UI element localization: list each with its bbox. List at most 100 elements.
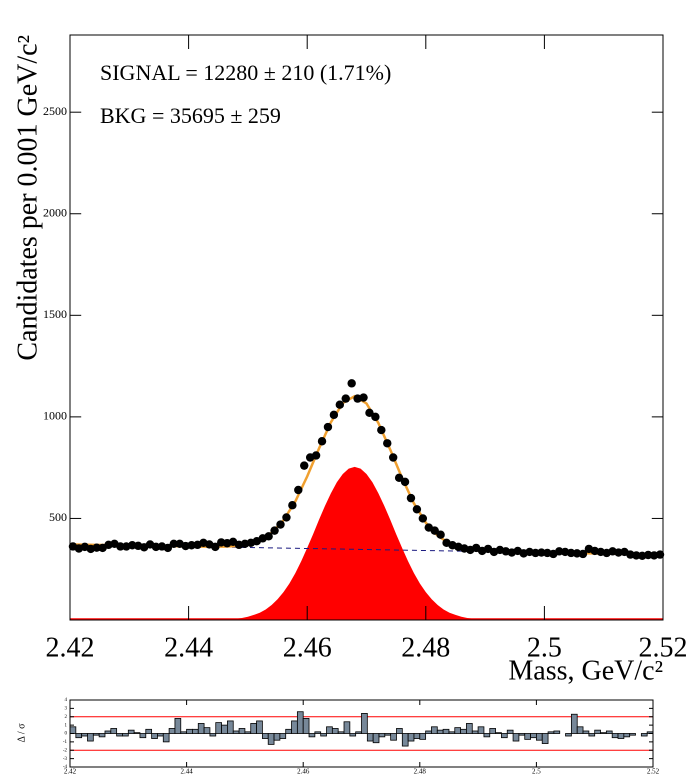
pull-bar [267, 733, 275, 745]
pull-bar [343, 721, 351, 734]
y-tick-label: -1 [63, 740, 68, 745]
pull-bar [495, 732, 502, 734]
y-axis-title: Δ / σ [16, 723, 27, 743]
pull-bar [594, 729, 601, 734]
pull-bar [547, 731, 555, 734]
annotation: SIGNAL = 12280 ± 210 (1.71%) [100, 60, 391, 85]
x-tick-label: 2.46 [283, 632, 332, 663]
pull-bar [145, 728, 153, 734]
data-point [359, 393, 368, 402]
pull-bar [582, 730, 590, 734]
pull-bar [238, 728, 246, 734]
pull-bar [553, 730, 561, 734]
pull-bar [570, 713, 578, 734]
pull-bar [122, 733, 129, 737]
pull-bar [518, 733, 526, 736]
pull-bar [232, 730, 240, 734]
y-tick-label: 4 [65, 698, 68, 703]
data-point [406, 493, 416, 503]
pull-bar [110, 728, 118, 734]
pull-bar [471, 730, 479, 734]
y-tick-label: -3 [63, 757, 68, 762]
pull-bar [436, 729, 444, 734]
pull-bar [454, 727, 462, 734]
pull-bar [203, 727, 211, 734]
data-point [400, 477, 410, 487]
pull-bar [285, 728, 292, 734]
pull-bar [162, 733, 170, 743]
pull-bar [588, 733, 596, 737]
pull-bar [506, 729, 514, 734]
data-point [211, 542, 220, 552]
data-point [169, 539, 178, 549]
pull-bar [501, 733, 508, 739]
data-point [347, 379, 356, 388]
x-tick-label: 2.42 [64, 768, 77, 775]
pull-bar [81, 733, 88, 737]
pull-bar [524, 733, 531, 740]
pull-bar [378, 733, 386, 738]
pull-bar [75, 733, 83, 739]
pull-bar [355, 731, 362, 734]
y-tick-label: -4 [63, 765, 68, 770]
y-tick-label: 1 [65, 723, 68, 728]
pull-bar [192, 728, 199, 734]
data-point [163, 543, 173, 553]
pull-bar [600, 732, 607, 734]
pull-bar [623, 733, 631, 738]
pull-bar [186, 728, 193, 734]
pull-bar [576, 726, 584, 734]
data-point [317, 437, 327, 446]
data-point [371, 412, 380, 422]
pull-bar [431, 726, 438, 734]
pull-bar [261, 733, 269, 739]
pull-bar [279, 733, 287, 739]
pull-bar [139, 733, 147, 739]
data-point [578, 549, 588, 559]
y-tick-label: 0 [65, 732, 68, 737]
x-tick-label: 2.52 [647, 768, 660, 775]
data-point [655, 550, 665, 559]
pull-bar [168, 728, 176, 734]
data-point [288, 501, 297, 510]
plot-frame [69, 34, 664, 621]
data-point [282, 513, 291, 522]
pull-bar [401, 733, 409, 747]
pull-bar [133, 732, 141, 734]
data-point [365, 408, 374, 418]
pull-bar [483, 733, 491, 738]
pull-bar [419, 733, 427, 740]
signal-area [212, 466, 497, 620]
data-point [311, 451, 321, 460]
data-point [436, 530, 445, 539]
pull-bar [425, 730, 432, 734]
data-point [412, 505, 422, 514]
pull-bar [536, 733, 543, 741]
pull-bar [442, 728, 450, 734]
y-tick-label: 500 [49, 510, 67, 524]
pull-bar [541, 733, 549, 744]
pull-bar [244, 731, 252, 734]
pull-bar [221, 724, 228, 734]
pull-bar [180, 731, 188, 734]
pull-bar [466, 723, 473, 734]
pull-bar [337, 731, 345, 734]
pull-bar [227, 720, 234, 734]
data-point [300, 461, 309, 470]
y-tick-label: 2000 [43, 206, 67, 220]
pull-bar [396, 728, 403, 734]
data-point [383, 439, 392, 448]
pull-bar [629, 733, 636, 736]
pull-bar [390, 733, 397, 741]
pull-bar [489, 728, 496, 734]
pull-bar [296, 711, 304, 734]
pull-bar [460, 728, 467, 734]
data-point [92, 543, 101, 552]
pull-bar [104, 730, 112, 734]
x-tick-label: 2.42 [46, 632, 95, 663]
x-tick-label: 2.44 [180, 768, 193, 775]
pull-bar [291, 720, 298, 734]
data-point [341, 394, 350, 403]
pull-bar [477, 726, 485, 734]
